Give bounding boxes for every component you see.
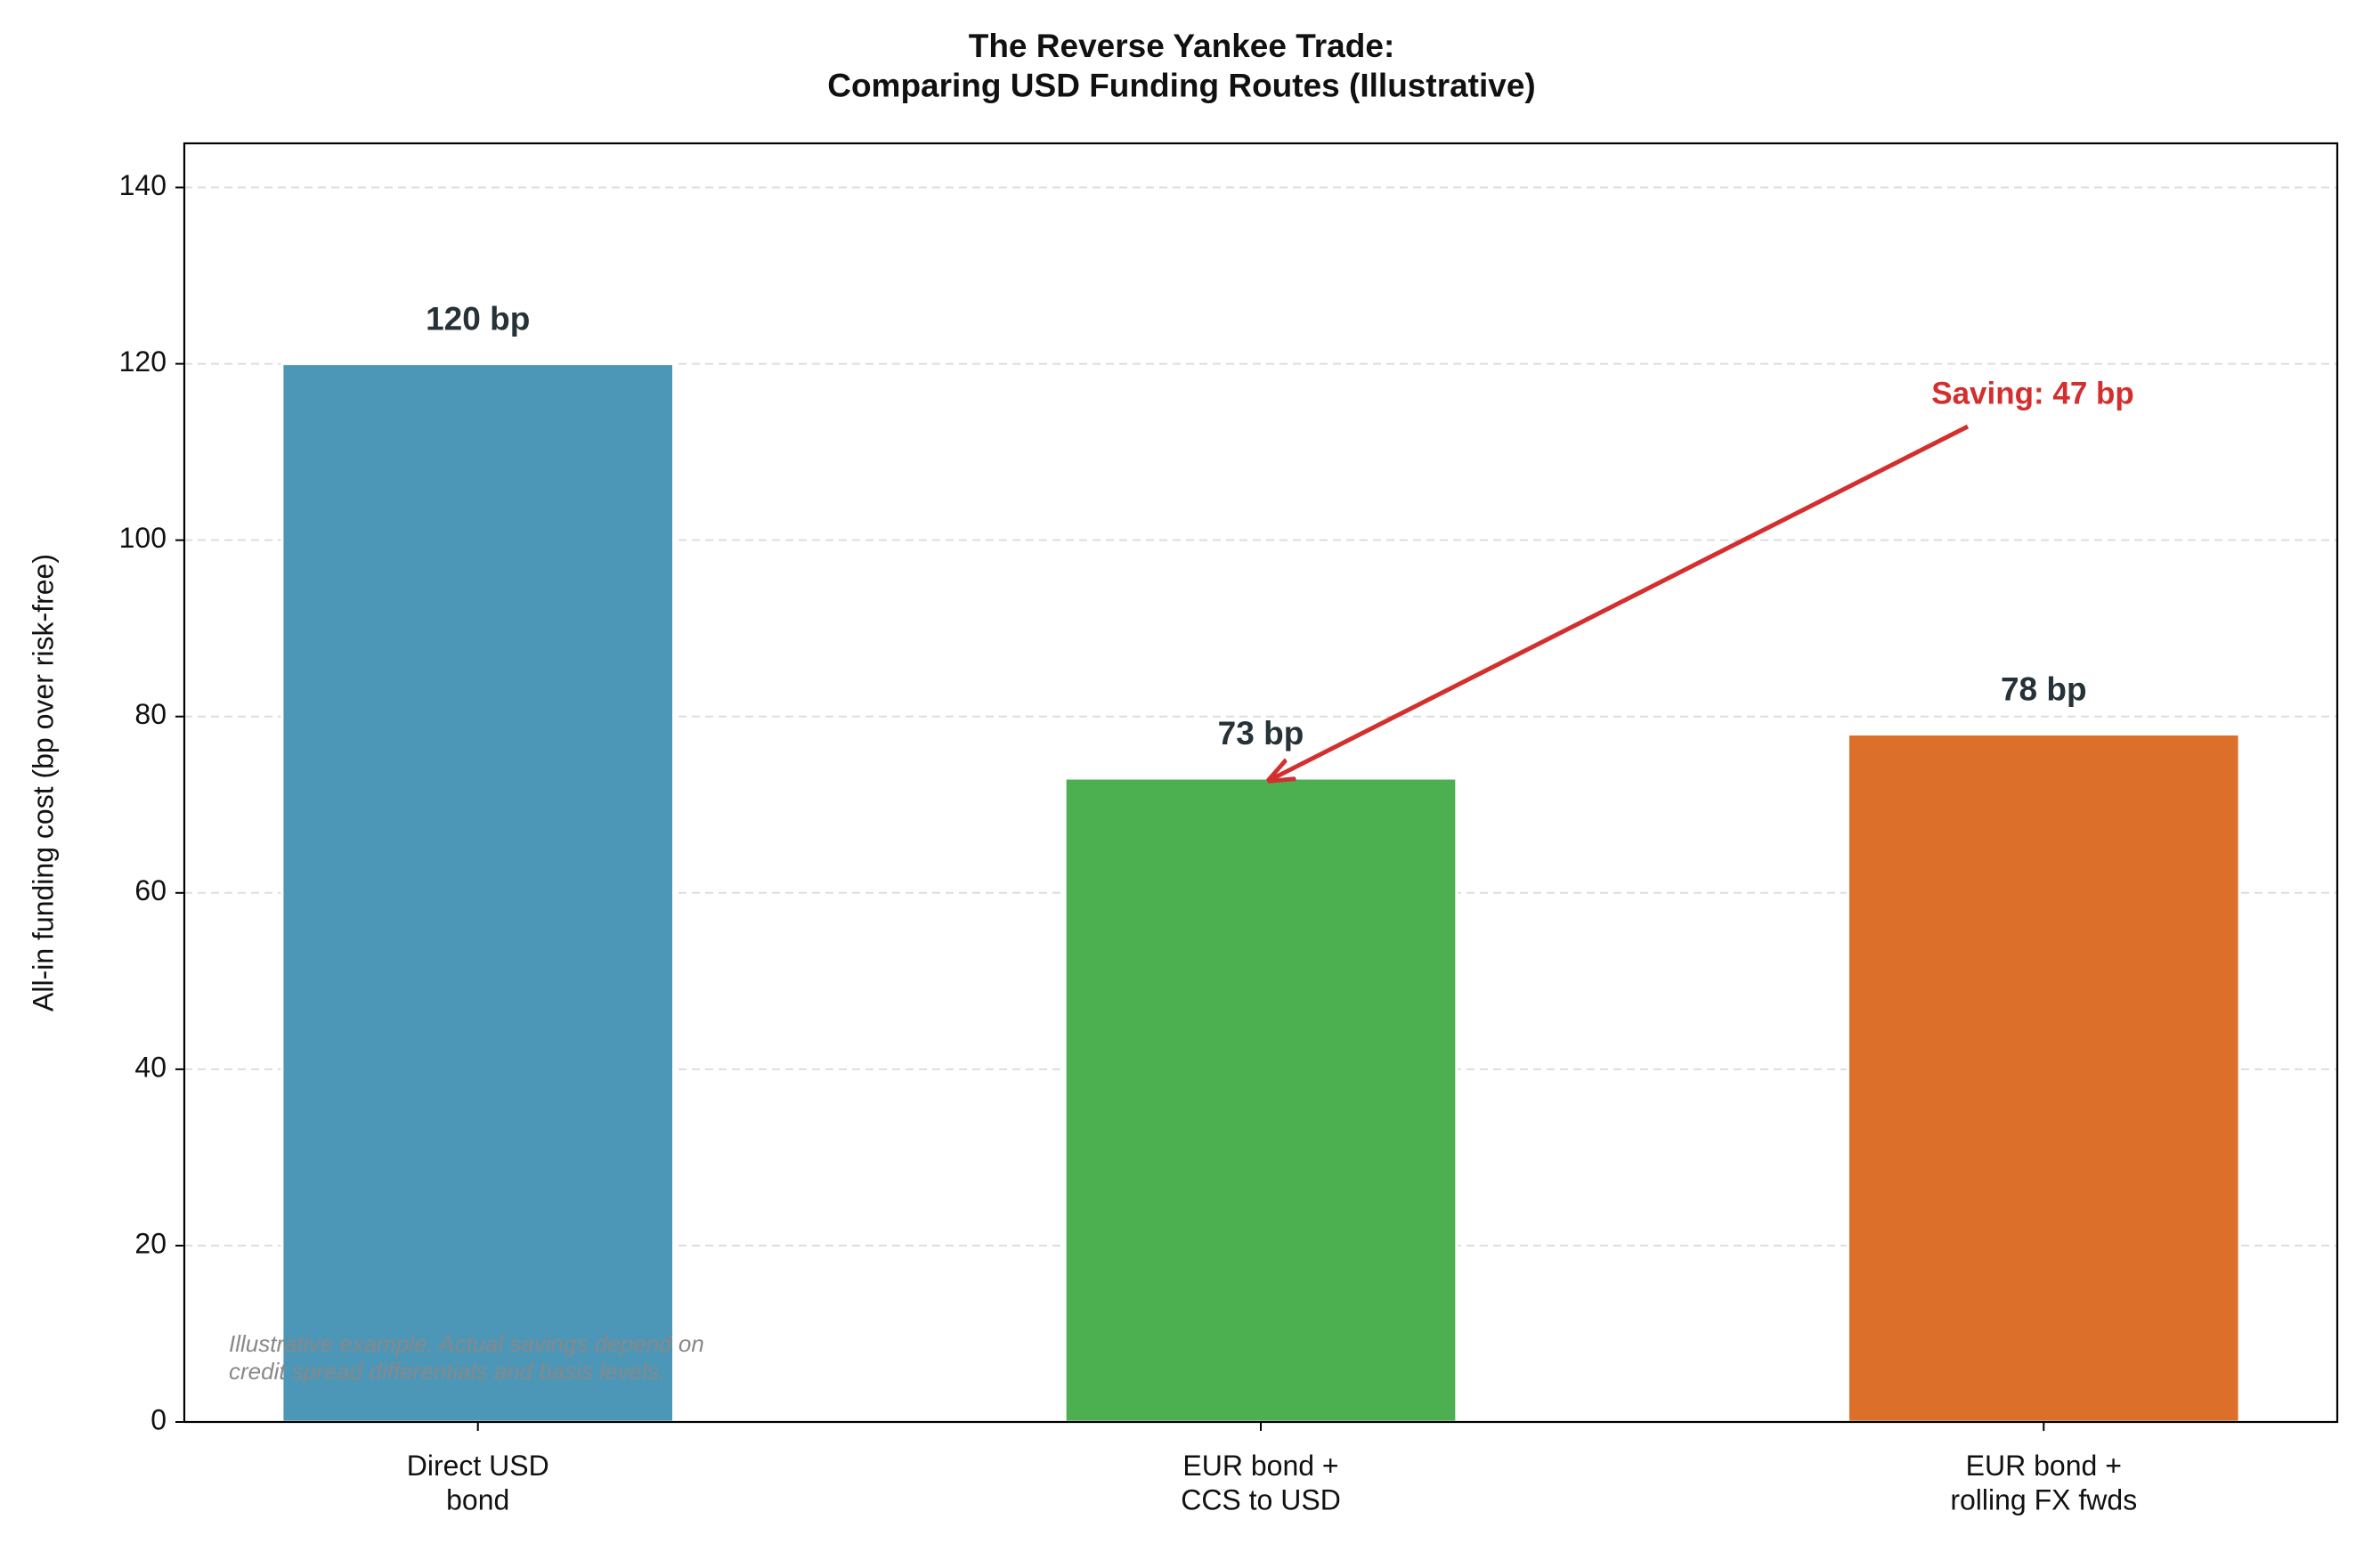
y-tick-label: 80: [134, 698, 167, 730]
chart-title: The Reverse Yankee Trade: Comparing USD F…: [827, 28, 1536, 103]
x-tick-label: EUR bond + CCS to USD: [1181, 1450, 1341, 1515]
y-tick-label: 20: [134, 1227, 167, 1259]
annotation: Saving: 47 bp: [1931, 376, 2134, 410]
bar: [1846, 733, 2241, 1424]
y-tick-label: 40: [134, 1051, 167, 1083]
value-label: 73 bp: [1218, 715, 1304, 752]
y-tick-label: 60: [134, 874, 167, 906]
x-tick-label: Direct USD bond: [407, 1450, 549, 1515]
value-label: 78 bp: [2001, 670, 2087, 707]
bar: [280, 362, 676, 1424]
y-axis-label: All-in funding cost (bp over risk-free): [27, 554, 59, 1011]
footnote: Illustrative example. Actual savings dep…: [229, 1330, 704, 1385]
y-tick-label: 100: [119, 522, 167, 554]
y-tick-label: 140: [119, 169, 167, 201]
y-tick-label: 120: [119, 345, 167, 378]
bar: [1063, 776, 1458, 1424]
value-label: 120 bp: [426, 300, 530, 337]
annotation-arrow: [1270, 424, 1970, 780]
y-tick-label: 0: [150, 1403, 167, 1435]
x-tick-label: EUR bond + rolling FX fwds: [1950, 1450, 2137, 1515]
